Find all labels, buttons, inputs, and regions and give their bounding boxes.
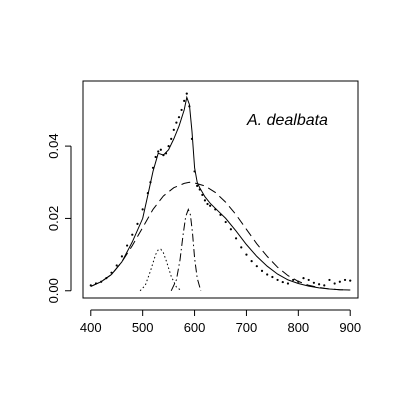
observed-point — [100, 280, 103, 283]
observed-point — [260, 269, 264, 272]
observed-point — [245, 253, 248, 256]
observed-point — [180, 108, 183, 112]
observed-point — [271, 275, 274, 279]
observed-point — [203, 199, 207, 202]
plot-box — [82, 80, 359, 299]
observed-point — [190, 137, 194, 140]
observed-point — [94, 282, 98, 285]
observed-point — [333, 282, 336, 285]
observed-point — [276, 278, 279, 282]
observed-point — [281, 280, 284, 284]
observed-point — [146, 192, 149, 195]
observed-point — [167, 145, 170, 148]
x-tick-label: 700 — [236, 320, 258, 335]
observed-point — [209, 204, 212, 207]
species-label: A. dealbata — [246, 112, 328, 129]
observed-point — [317, 283, 321, 286]
component-curve-longdash — [90, 181, 351, 291]
observed-point — [126, 244, 129, 247]
observed-point — [328, 278, 331, 282]
observed-point — [115, 264, 118, 267]
fitted-curves — [90, 95, 351, 292]
observed-point — [229, 228, 232, 231]
observed-point — [255, 265, 258, 268]
observed-point — [201, 193, 204, 197]
observed-point — [297, 280, 300, 283]
observed-point — [292, 278, 295, 282]
observed-point — [196, 184, 199, 187]
observed-point — [234, 237, 238, 240]
observed-point — [206, 202, 209, 206]
observed-point — [149, 181, 152, 184]
observed-point — [162, 154, 165, 157]
observed-point — [157, 150, 160, 153]
observed-point — [240, 246, 243, 249]
observed-point — [110, 271, 113, 274]
observed-point — [323, 284, 326, 287]
x-tick-label: 600 — [184, 320, 206, 335]
observed-point — [266, 273, 269, 276]
observed-point — [214, 208, 217, 211]
observed-point — [141, 208, 144, 211]
observed-point — [105, 277, 108, 280]
x-tick-label: 400 — [80, 320, 102, 335]
observed-point — [185, 92, 188, 95]
component-curve-dotted — [139, 248, 182, 292]
observed-point — [338, 280, 341, 283]
observed-point — [131, 233, 134, 236]
observed-point — [183, 99, 186, 102]
observed-point — [154, 155, 157, 159]
x-tick-label: 900 — [339, 320, 361, 335]
y-axis: 0.00 0.02 0.04 — [46, 133, 72, 303]
observed-point — [307, 278, 310, 282]
y-tick-label: 0.04 — [46, 133, 61, 158]
plot-frame — [82, 80, 359, 299]
observed-point — [302, 277, 305, 280]
observed-point — [286, 282, 290, 285]
y-tick-label: 0.02 — [46, 206, 61, 231]
x-axis: 400 500 600 700 800 900 — [80, 309, 361, 335]
observed-point — [224, 220, 227, 224]
observed-point — [188, 105, 191, 108]
observed-point — [175, 121, 178, 124]
x-tick-label: 500 — [132, 320, 154, 335]
observed-point — [349, 279, 352, 282]
observed-point — [164, 152, 168, 155]
fitted-total-curve — [90, 95, 351, 291]
observed-point — [198, 188, 201, 191]
observed-point — [172, 128, 175, 131]
observed-point — [177, 116, 181, 119]
observed-point — [136, 222, 139, 225]
component-curve-dashdot — [170, 207, 202, 292]
observed-point — [120, 255, 124, 258]
observed-point — [250, 260, 253, 263]
y-tick-label: 0.00 — [46, 278, 61, 303]
observed-point — [170, 137, 173, 140]
observed-point — [219, 213, 222, 216]
observed-points — [89, 92, 352, 287]
x-tick-label: 800 — [287, 320, 309, 335]
observed-point — [89, 284, 92, 287]
observed-point — [159, 148, 162, 151]
observed-point — [343, 278, 347, 282]
observed-point — [151, 166, 155, 169]
observed-point — [193, 170, 196, 173]
observed-point — [312, 281, 315, 284]
